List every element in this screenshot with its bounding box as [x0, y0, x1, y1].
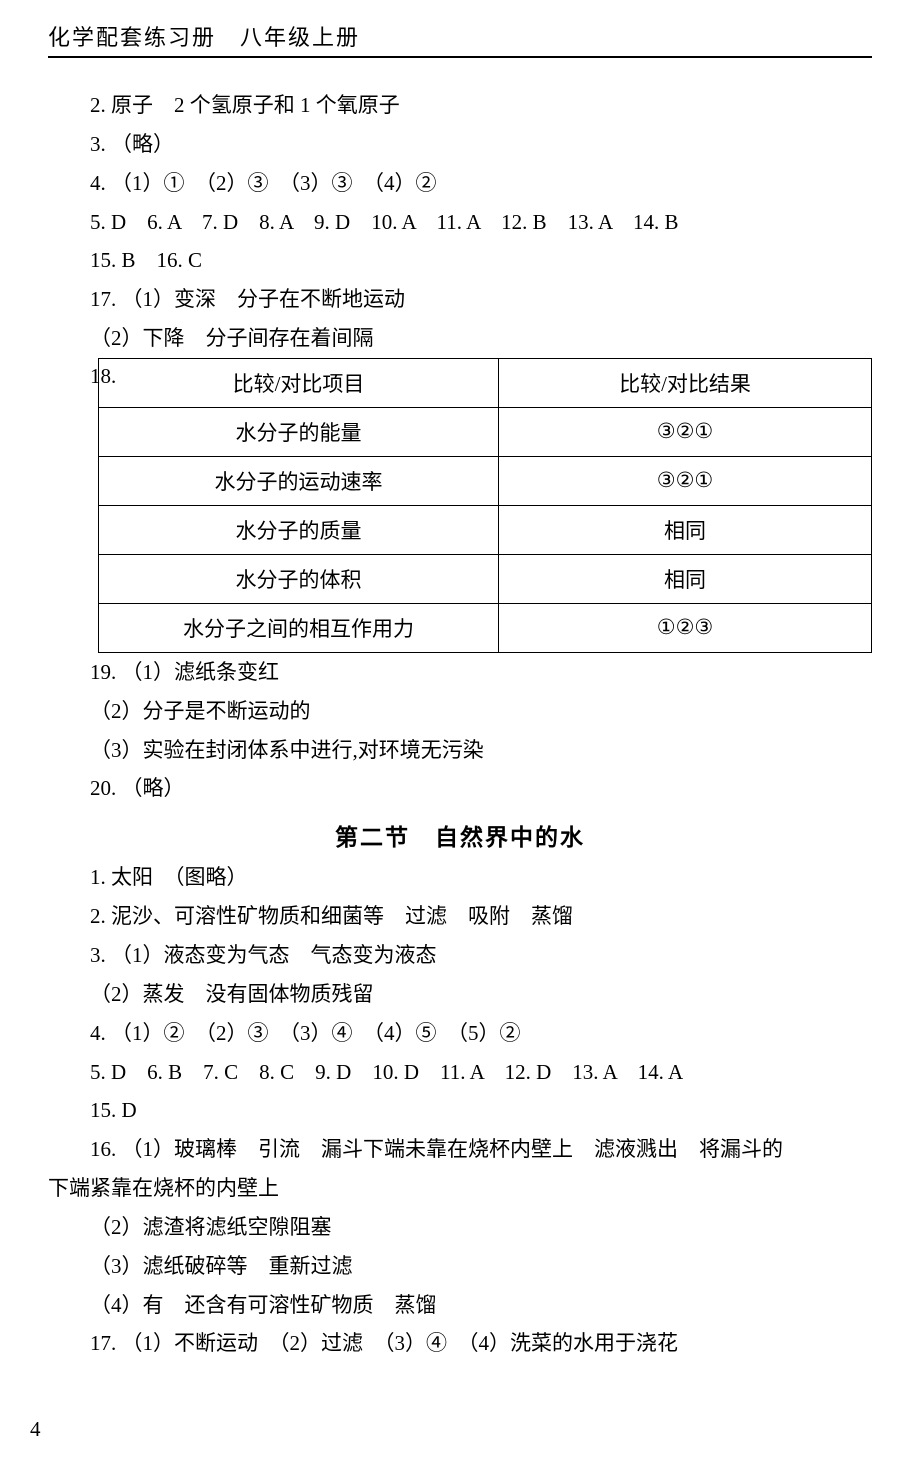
answer-line: （3）实验在封闭体系中进行,对环境无污染: [48, 731, 872, 770]
q16-line1: 16. （1）玻璃棒 引流 漏斗下端未靠在烧杯内壁上 滤液溅出 将漏斗的: [48, 1130, 872, 1169]
answer-line: 4. （1）② （2）③ （3）④ （4）⑤ （5）②: [48, 1014, 872, 1053]
answer-line: 5. D 6. B 7. C 8. C 9. D 10. D 11. A 12.…: [48, 1053, 872, 1092]
answer-line: 17. （1）不断运动 （2）过滤 （3）④ （4）洗菜的水用于浇花: [48, 1324, 872, 1363]
page-number: 4: [30, 1417, 41, 1442]
answer-line: （2）滤渣将滤纸空隙阻塞: [48, 1208, 872, 1247]
answer-line: 20. （略）: [48, 769, 872, 808]
section-title: 第二节 自然界中的水: [48, 818, 872, 852]
answer-line: 19. （1）滤纸条变红: [48, 653, 872, 692]
answer-line: 3. （略）: [48, 125, 872, 164]
answer-line: 5. D 6. A 7. D 8. A 9. D 10. A 11. A 12.…: [48, 203, 872, 242]
answer-line: 1. 太阳 （图略）: [48, 858, 872, 897]
answer-line: 2. 泥沙、可溶性矿物质和细菌等 过滤 吸附 蒸馏: [48, 897, 872, 936]
table-cell: 水分子的体积: [99, 554, 499, 603]
table-header-cell: 比较/对比结果: [499, 358, 872, 407]
table-cell: ①②③: [499, 603, 872, 652]
question-18: 18. 比较/对比项目比较/对比结果水分子的能量③②①水分子的运动速率③②①水分…: [48, 358, 872, 653]
answer-line: 2. 原子 2 个氢原子和 1 个氧原子: [48, 86, 872, 125]
page-header: 化学配套练习册 八年级上册: [48, 20, 872, 58]
answer-line: 15. B 16. C: [48, 241, 872, 280]
table-cell: ③②①: [499, 456, 872, 505]
table-cell: 相同: [499, 505, 872, 554]
table-cell: 水分子之间的相互作用力: [99, 603, 499, 652]
comparison-table: 比较/对比项目比较/对比结果水分子的能量③②①水分子的运动速率③②①水分子的质量…: [98, 358, 872, 653]
table-cell: 水分子的运动速率: [99, 456, 499, 505]
q18-number: 18.: [48, 358, 90, 389]
header-text: 化学配套练习册 八年级上册: [48, 25, 360, 50]
table-cell: 相同: [499, 554, 872, 603]
answer-line: 17. （1）变深 分子在不断地运动: [48, 280, 872, 319]
table-cell: 水分子的能量: [99, 407, 499, 456]
answer-line: （2）蒸发 没有固体物质残留: [48, 975, 872, 1014]
table-cell: 水分子的质量: [99, 505, 499, 554]
q16-line2: 下端紧靠在烧杯的内壁上: [48, 1169, 872, 1208]
answer-line: （3）滤纸破碎等 重新过滤: [48, 1247, 872, 1286]
answer-line: 15. D: [48, 1091, 872, 1130]
answer-line: （2）下降 分子间存在着间隔: [48, 319, 872, 358]
answer-line: 3. （1）液态变为气态 气态变为液态: [48, 936, 872, 975]
answer-line: 4. （1）① （2）③ （3）③ （4）②: [48, 164, 872, 203]
table-cell: ③②①: [499, 407, 872, 456]
answer-line: （4）有 还含有可溶性矿物质 蒸馏: [48, 1286, 872, 1325]
table-header-cell: 比较/对比项目: [99, 358, 499, 407]
answer-line: （2）分子是不断运动的: [48, 692, 872, 731]
